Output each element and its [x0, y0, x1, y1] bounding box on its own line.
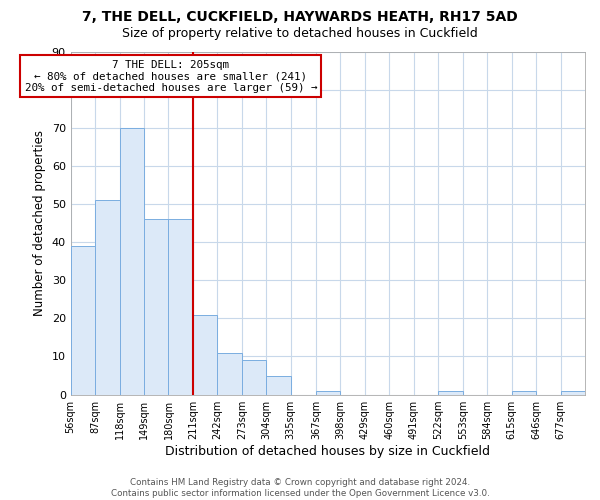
Text: 7, THE DELL, CUCKFIELD, HAYWARDS HEATH, RH17 5AD: 7, THE DELL, CUCKFIELD, HAYWARDS HEATH, …: [82, 10, 518, 24]
X-axis label: Distribution of detached houses by size in Cuckfield: Distribution of detached houses by size …: [166, 444, 490, 458]
Bar: [242, 360, 266, 394]
Bar: [71, 246, 95, 394]
Text: 7 THE DELL: 205sqm
← 80% of detached houses are smaller (241)
20% of semi-detach: 7 THE DELL: 205sqm ← 80% of detached hou…: [25, 60, 317, 93]
Bar: [266, 376, 291, 394]
Bar: [95, 200, 119, 394]
Bar: [217, 352, 242, 395]
Bar: [193, 314, 217, 394]
Bar: [169, 219, 193, 394]
Bar: [560, 391, 585, 394]
Bar: [144, 219, 169, 394]
Bar: [316, 391, 340, 394]
Y-axis label: Number of detached properties: Number of detached properties: [33, 130, 46, 316]
Text: Size of property relative to detached houses in Cuckfield: Size of property relative to detached ho…: [122, 28, 478, 40]
Bar: [438, 391, 463, 394]
Text: Contains HM Land Registry data © Crown copyright and database right 2024.
Contai: Contains HM Land Registry data © Crown c…: [110, 478, 490, 498]
Bar: [512, 391, 536, 394]
Bar: [119, 128, 144, 394]
